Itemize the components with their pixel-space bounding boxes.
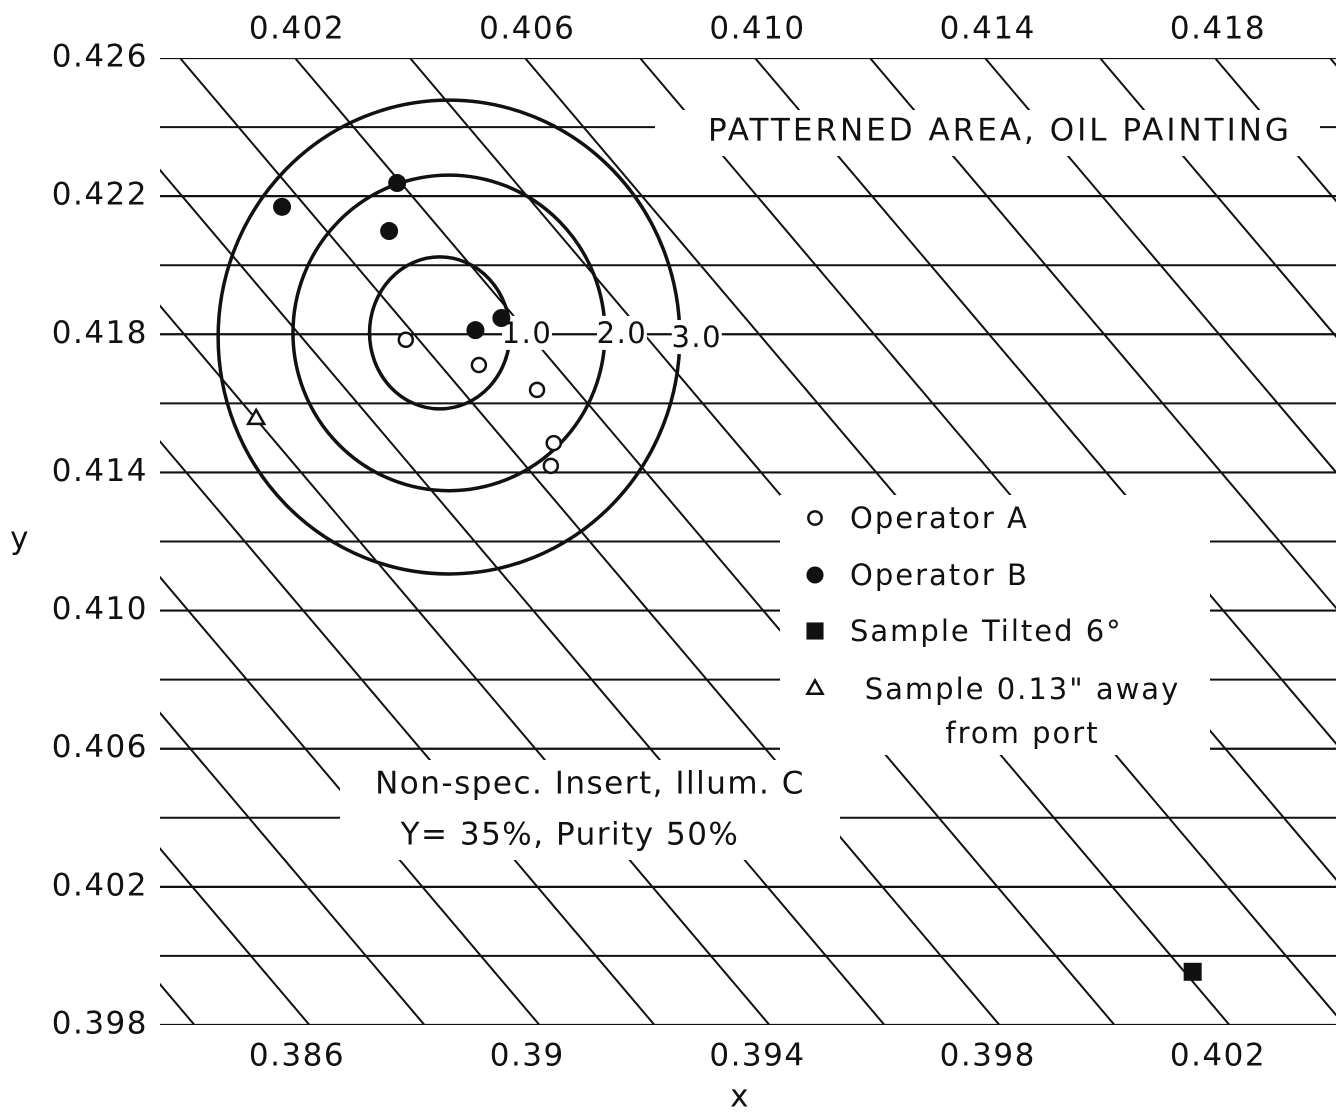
legend-item: Operator A bbox=[800, 497, 1210, 554]
legend-marker bbox=[806, 565, 824, 584]
marks: 1.0 2.0 3.0 bbox=[216, 98, 1202, 981]
legend-label: Operator A bbox=[846, 497, 1199, 539]
contour-label: 1.0 bbox=[502, 316, 553, 350]
point bbox=[805, 677, 825, 695]
point bbox=[528, 381, 546, 399]
point bbox=[273, 197, 292, 216]
point bbox=[245, 407, 267, 426]
label-background bbox=[596, 315, 647, 350]
x2-tick-label: 0.414 bbox=[940, 11, 1036, 47]
legend-item: Sample Tilted 6° bbox=[800, 610, 1210, 667]
point bbox=[545, 434, 562, 452]
y-tick-label: 0.398 bbox=[52, 1006, 148, 1042]
contour bbox=[367, 255, 512, 411]
point bbox=[466, 321, 485, 340]
y-axis-label: y bbox=[10, 521, 30, 557]
legend-label: Sample Tilted 6° bbox=[846, 610, 1199, 652]
y-tick-label: 0.422 bbox=[52, 177, 148, 213]
annotation: Non-spec. Insert, Illum. C bbox=[375, 766, 805, 802]
legend-label: Operator B bbox=[846, 553, 1199, 596]
point bbox=[806, 622, 824, 640]
y-tick-label: 0.426 bbox=[52, 39, 148, 75]
contour-label: 2.0 bbox=[597, 316, 648, 350]
point bbox=[397, 331, 415, 349]
legend-item: Sample 0.13" away from port bbox=[800, 666, 1210, 755]
hatch-line bbox=[160, 575, 541, 1025]
legend-marker bbox=[805, 677, 825, 695]
x-axis-label: x bbox=[730, 1079, 750, 1115]
hatch-line bbox=[1099, 58, 1336, 339]
x-tick-label: 0.398 bbox=[940, 1038, 1036, 1074]
legend-item: Operator B bbox=[800, 553, 1210, 611]
point bbox=[542, 457, 560, 475]
point bbox=[388, 174, 407, 193]
x-tick-label: 0.402 bbox=[1170, 1038, 1266, 1074]
contour-label: 3.0 bbox=[671, 320, 722, 354]
point bbox=[380, 222, 399, 241]
point bbox=[1183, 962, 1202, 981]
label-background bbox=[501, 315, 552, 350]
y-tick-label: 0.418 bbox=[52, 315, 148, 351]
annotation: Y= 35%, Purity 50% bbox=[400, 817, 740, 853]
legend: Operator A Operator B Sample Tilted 6° Samp… bbox=[800, 497, 1210, 755]
x-tick-label: 0.39 bbox=[490, 1038, 565, 1074]
annotation: PATTERNED AREA, OIL PAINTING bbox=[708, 113, 1292, 149]
x2-tick-label: 0.402 bbox=[249, 11, 345, 47]
legend-label: Sample 0.13" away from port bbox=[846, 666, 1199, 755]
point bbox=[807, 510, 823, 526]
label-background bbox=[655, 110, 1320, 156]
x2-tick-label: 0.406 bbox=[479, 11, 575, 47]
label-background bbox=[340, 760, 840, 860]
x-tick-label: 0.386 bbox=[249, 1038, 345, 1074]
hatch-line bbox=[160, 847, 311, 1025]
y-tick-label: 0.402 bbox=[52, 867, 148, 903]
x2-tick-label: 0.418 bbox=[1170, 11, 1266, 47]
point bbox=[470, 356, 488, 374]
x-tick-label: 0.394 bbox=[709, 1038, 805, 1074]
x2-tick-label: 0.410 bbox=[709, 11, 805, 47]
point bbox=[806, 565, 824, 584]
label-background bbox=[671, 320, 722, 355]
hatch-line bbox=[984, 58, 1336, 474]
y-tick-label: 0.406 bbox=[52, 729, 148, 765]
point bbox=[492, 309, 511, 328]
hatch-line bbox=[160, 711, 426, 1025]
legend-marker bbox=[806, 622, 824, 640]
y-tick-label: 0.414 bbox=[52, 453, 148, 489]
y-tick-label: 0.410 bbox=[52, 591, 148, 627]
legend-marker bbox=[807, 510, 823, 526]
